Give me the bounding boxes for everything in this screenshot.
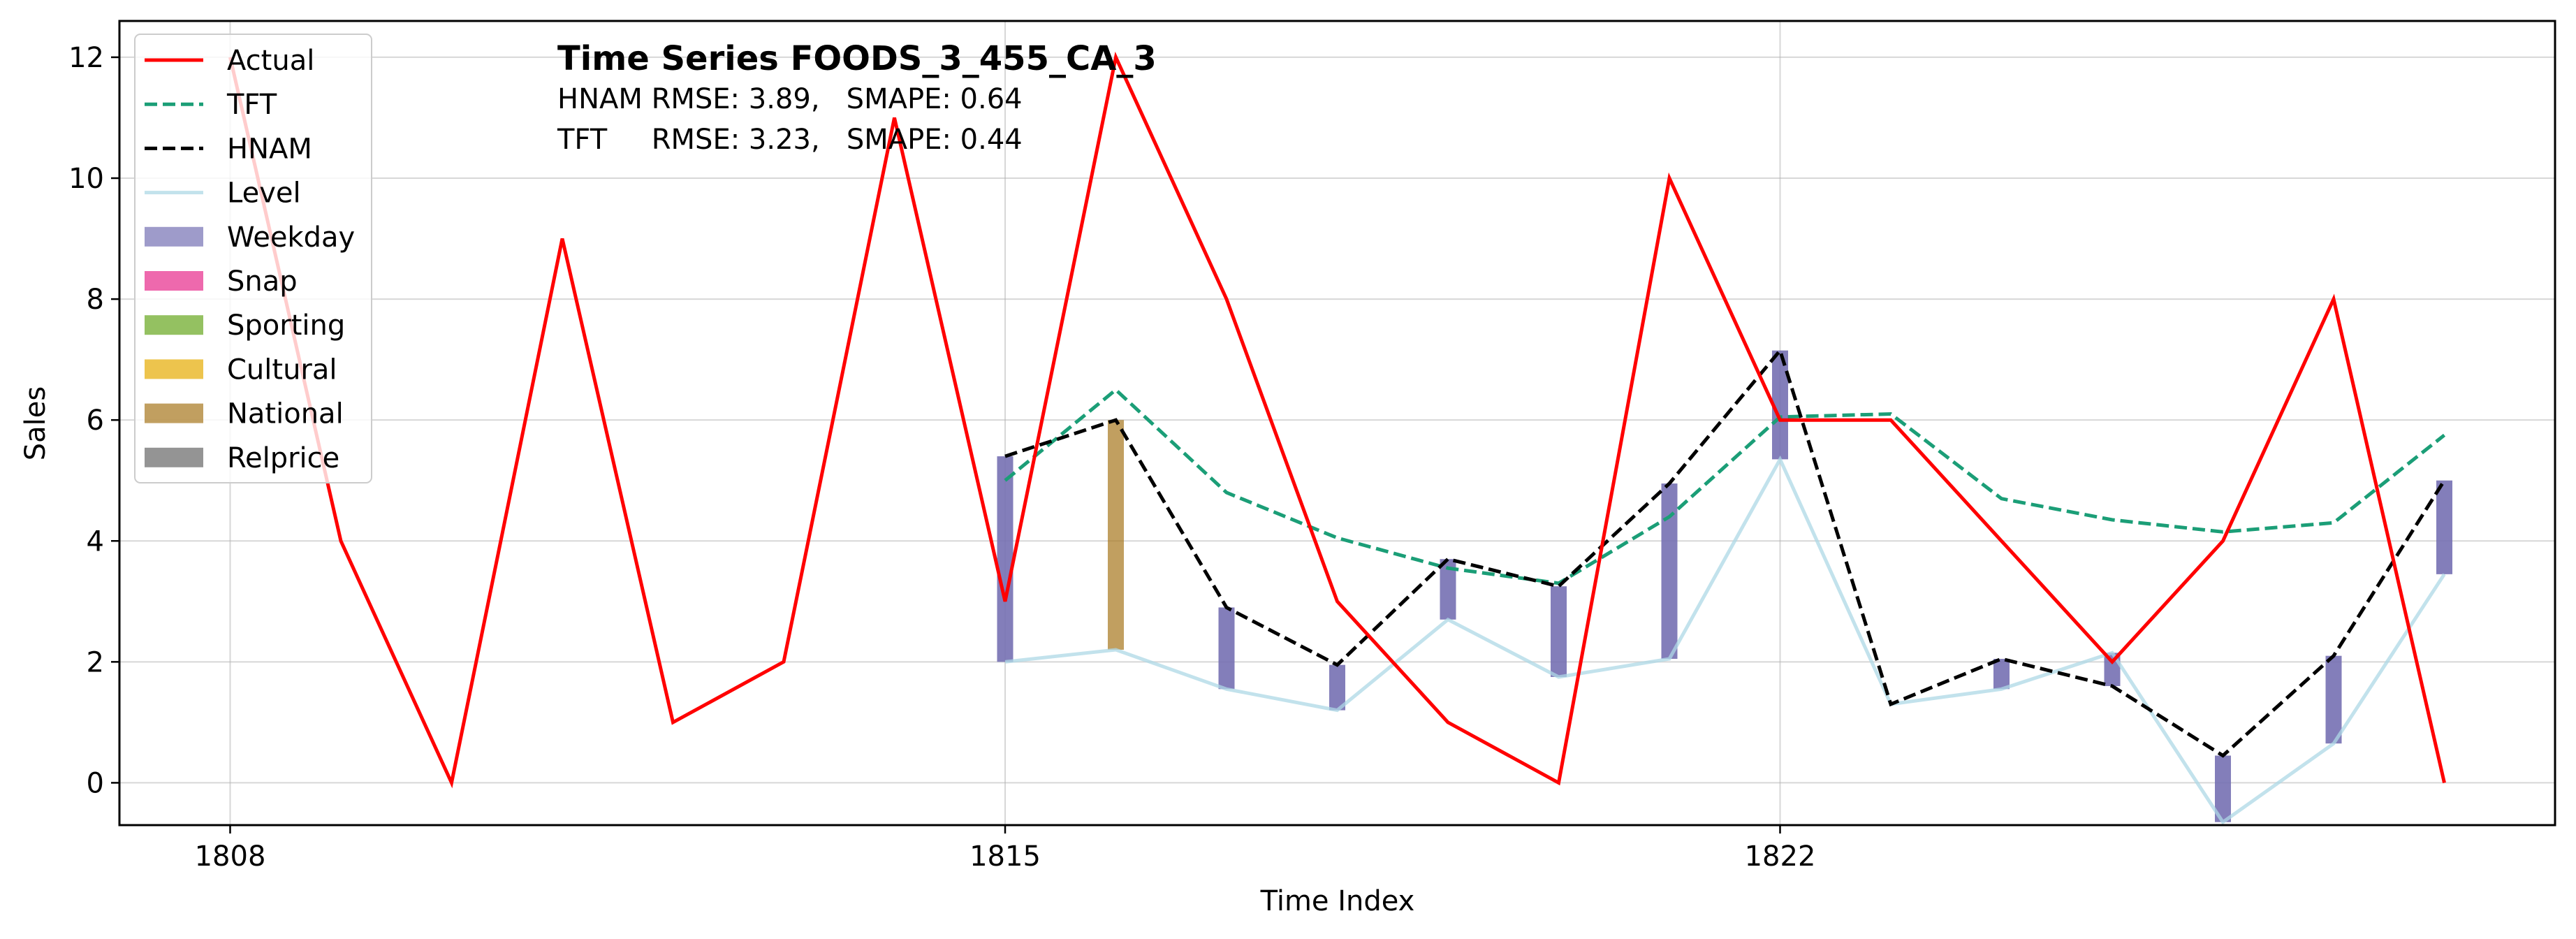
legend-label-cultural: Cultural	[227, 354, 337, 386]
y-tick-label: 0	[87, 767, 104, 799]
component-bar-weekday	[2215, 755, 2231, 822]
legend-label-snap: Snap	[227, 265, 298, 298]
series-line-actual	[228, 51, 2446, 789]
y-axis-label: Sales	[20, 386, 52, 460]
component-bar-weekday	[1218, 607, 1235, 690]
legend-handle-national	[145, 403, 203, 423]
component-bar-weekday	[1772, 350, 1788, 460]
legend-label-level: Level	[227, 177, 301, 210]
legend-label-tft: TFT	[226, 89, 277, 121]
component-bar-weekday	[1329, 664, 1345, 711]
legend-handle-sporting	[145, 315, 203, 335]
axis-ticks: 0 2 4 6 8 10 12 1808 1815 1822	[68, 42, 1815, 873]
y-tick-label: 6	[87, 405, 104, 437]
legend-label-hnam: HNAM	[227, 133, 312, 165]
legend-label-relprice: Relprice	[227, 442, 339, 474]
tft-metrics: TFT RMSE: 3.23, SMAPE: 0.44	[557, 124, 1023, 156]
component-bar-weekday	[997, 456, 1013, 662]
series-lines	[228, 51, 2446, 825]
legend-label-sporting: Sporting	[227, 310, 345, 342]
component-bar-weekday	[1551, 586, 1567, 677]
legend-label-weekday: Weekday	[227, 221, 355, 254]
component-bar-national	[1108, 420, 1124, 650]
legend-handle-snap	[145, 271, 203, 291]
component-bar-weekday	[2436, 480, 2452, 574]
x-tick-label: 1815	[969, 840, 1041, 873]
y-tick-label: 2	[87, 646, 104, 678]
series-line-level	[1004, 455, 2446, 825]
legend-handle-relprice	[145, 447, 203, 467]
legend-handle-cultural	[145, 359, 203, 379]
y-tick-label: 10	[68, 163, 104, 195]
legend-label-actual: Actual	[227, 45, 314, 77]
y-tick-label: 8	[87, 284, 104, 316]
legend-handle-weekday	[145, 226, 203, 247]
series-line-hnam	[1004, 347, 2446, 758]
hnam-metrics: HNAM RMSE: 3.89, SMAPE: 0.64	[557, 83, 1023, 115]
y-tick-label: 12	[68, 42, 104, 74]
plot-frame	[118, 20, 2556, 827]
legend-label-national: National	[227, 398, 344, 430]
component-bar-weekday	[2325, 655, 2342, 744]
component-bars	[997, 350, 2452, 822]
x-tick-label: 1822	[1745, 840, 1816, 873]
component-bar-weekday	[1661, 483, 1678, 660]
y-tick-label: 4	[87, 525, 104, 558]
chart-title: Time Series FOODS_3_455_CA_3	[557, 39, 1157, 78]
series-line-tft	[1004, 387, 2446, 585]
x-axis-label: Time Index	[1260, 885, 1415, 917]
component-bar-weekday	[1440, 559, 1456, 620]
component-bar-weekday	[1993, 659, 2010, 690]
x-tick-label: 1808	[195, 840, 266, 873]
legend: Actual TFT HNAM Level Weekday Snap Sporting Cul…	[134, 34, 372, 483]
